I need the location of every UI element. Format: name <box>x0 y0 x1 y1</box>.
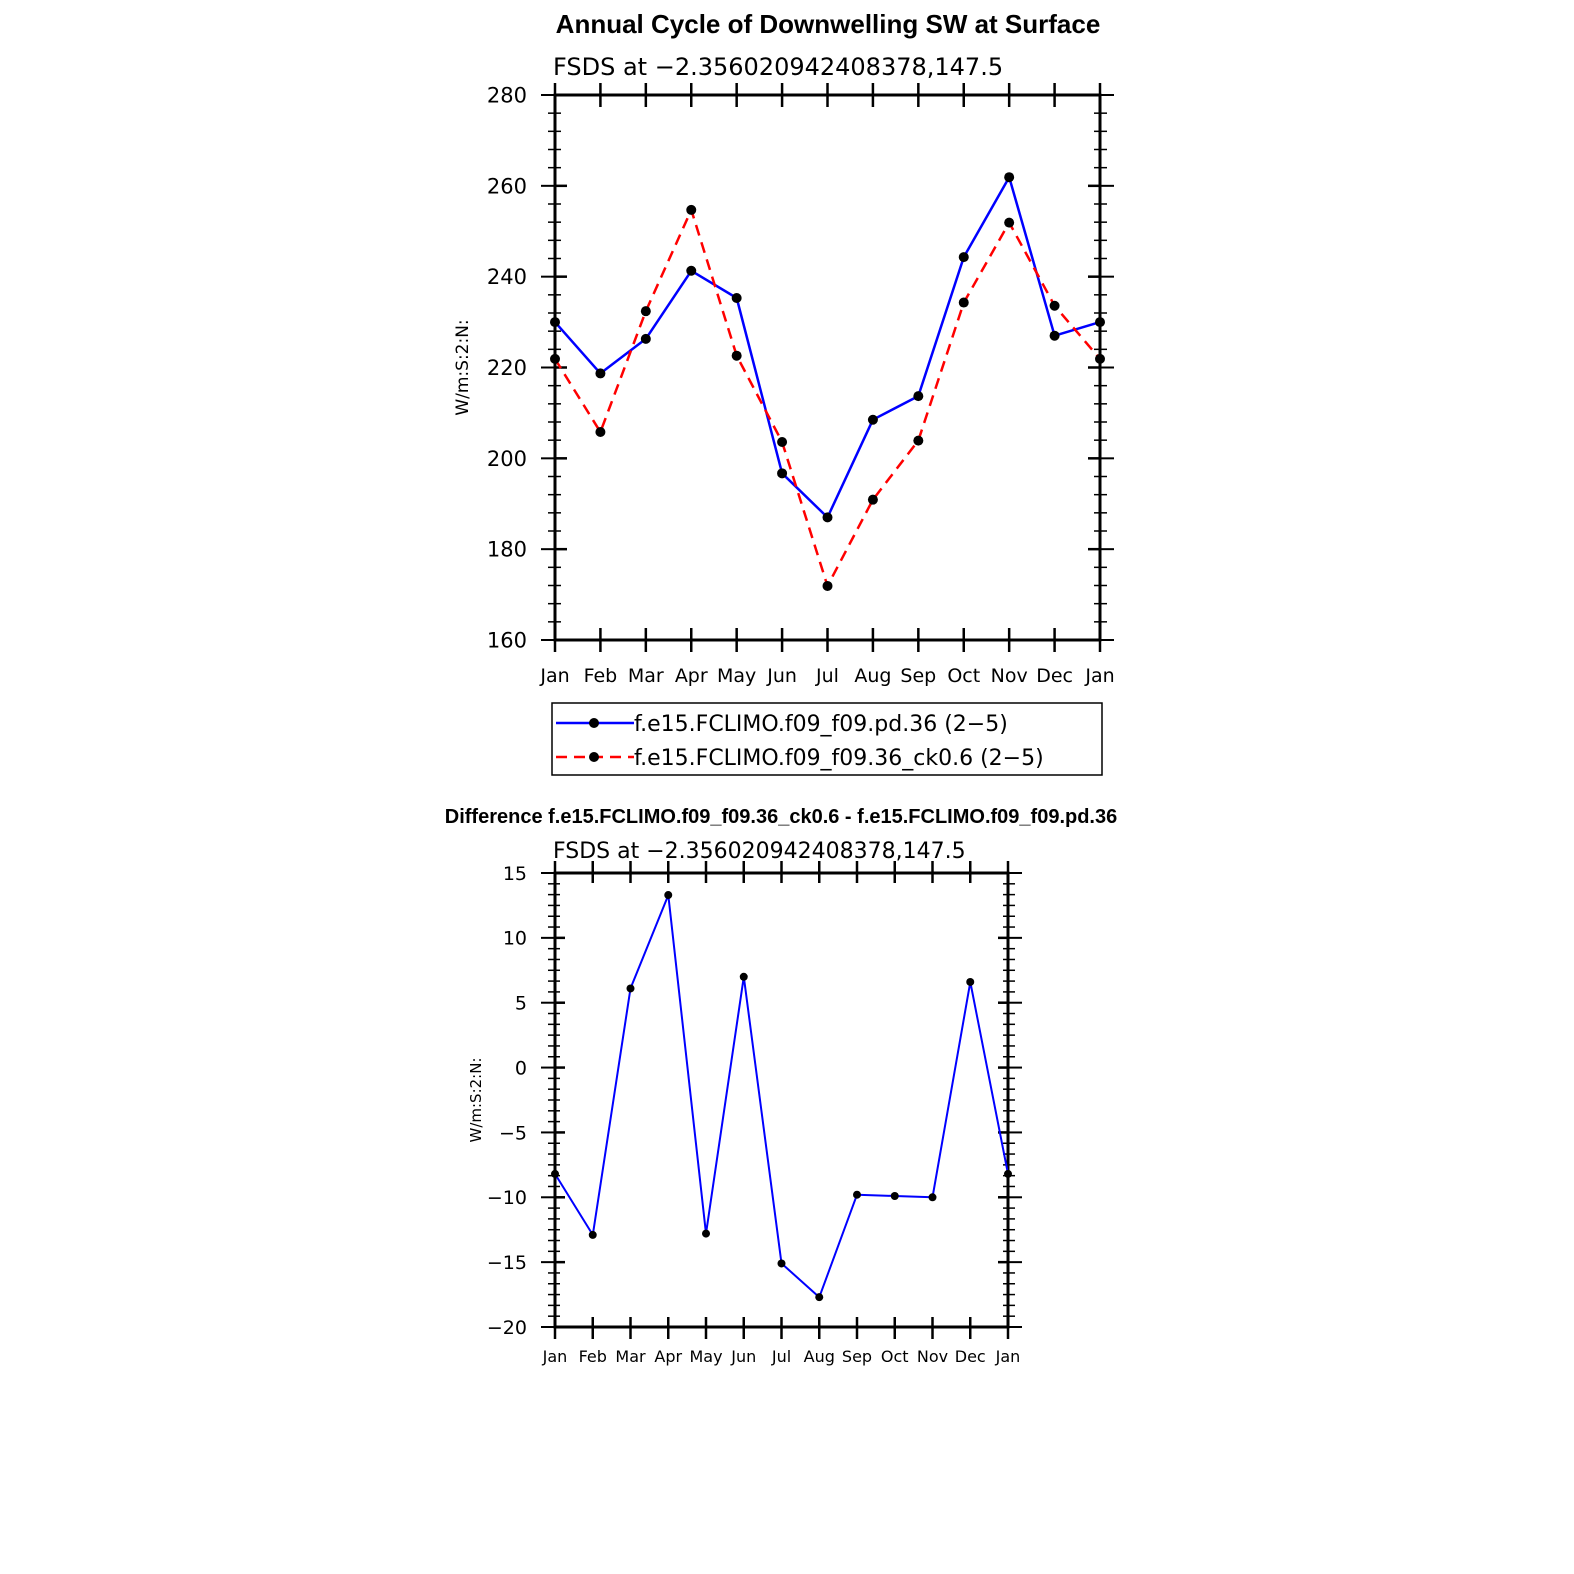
y-tick-label: 15 <box>503 863 527 885</box>
annual-cycle-chart: Annual Cycle of Downwelling SW at Surfac… <box>453 9 1115 776</box>
data-point <box>913 391 924 402</box>
x-tick-label: Apr <box>675 665 708 687</box>
data-point <box>686 204 697 215</box>
y-tick-label: −15 <box>487 1252 527 1274</box>
data-point <box>664 891 673 900</box>
data-point <box>686 265 697 276</box>
x-tick-label: Feb <box>579 1347 607 1366</box>
x-tick-label: Aug <box>854 665 891 687</box>
data-point <box>958 252 969 263</box>
data-point <box>588 1230 597 1239</box>
x-tick-label: May <box>717 665 756 687</box>
data-point <box>913 435 924 446</box>
plot-frame <box>553 871 1010 1329</box>
data-point <box>958 297 969 308</box>
legend-marker-0 <box>589 718 599 728</box>
x-tick-label: Jul <box>771 1347 791 1366</box>
data-point <box>1095 353 1105 364</box>
x-tick-label: Sep <box>900 665 936 687</box>
y-tick-label: 180 <box>487 538 527 562</box>
data-point <box>777 468 788 479</box>
data-point <box>1004 217 1015 228</box>
x-tick-label: Sep <box>842 1347 872 1366</box>
data-point <box>731 293 742 304</box>
chart-subtitle: FSDS at −2.356020942408378,147.5 <box>553 53 1003 81</box>
y-tick-label: 260 <box>487 174 527 198</box>
legend-label-1: f.e15.FCLIMO.f09_f09.36_ck0.6 (2−5) <box>634 746 1044 771</box>
plot-frame <box>553 93 1102 642</box>
data-point <box>777 1259 786 1268</box>
data-point <box>739 972 748 981</box>
x-tick-label: Aug <box>804 1347 835 1366</box>
x-tick-label: Jun <box>766 665 797 687</box>
series-line-0 <box>554 175 1101 519</box>
data-point <box>822 580 833 591</box>
data-point <box>928 1193 937 1202</box>
data-point <box>890 1191 899 1200</box>
x-tick-label: Jan <box>995 1347 1021 1366</box>
data-point <box>1004 1169 1012 1178</box>
x-tick-label: May <box>689 1347 722 1366</box>
y-axis-label: W/m:S:2:N: <box>467 1058 485 1143</box>
y-tick-label: 10 <box>503 928 527 950</box>
difference-chart: Difference f.e15.FCLIMO.f09_f09.36_ck0.6… <box>445 806 1117 1366</box>
legend-marker-1 <box>589 752 599 762</box>
data-point <box>640 333 651 344</box>
data-point <box>702 1229 710 1238</box>
data-point <box>1049 330 1060 341</box>
data-point <box>777 436 788 447</box>
data-point <box>1049 300 1060 311</box>
x-tick-label: Jan <box>539 665 569 687</box>
data-point <box>853 1190 861 1199</box>
series-line-1 <box>553 208 1101 588</box>
y-tick-label: −20 <box>487 1317 527 1339</box>
y-tick-label: 200 <box>487 447 527 471</box>
data-point <box>1004 172 1015 183</box>
x-tick-label: Mar <box>628 665 664 687</box>
x-tick-label: Oct <box>947 665 980 687</box>
legend-box <box>551 702 1103 776</box>
x-tick-label: Oct <box>881 1347 909 1366</box>
y-tick-label: 0 <box>515 1057 527 1079</box>
x-tick-label: Dec <box>955 1347 986 1366</box>
data-point <box>966 977 975 986</box>
data-point <box>551 1169 559 1178</box>
chart-title: Annual Cycle of Downwelling SW at Surfac… <box>556 9 1101 39</box>
data-point <box>731 350 742 361</box>
x-tick-label: Apr <box>654 1347 682 1366</box>
x-tick-label: Feb <box>584 665 618 687</box>
x-tick-label: Jan <box>542 1347 568 1366</box>
data-point <box>640 306 651 317</box>
x-tick-label: Nov <box>991 665 1028 687</box>
data-point <box>550 317 560 328</box>
data-point <box>626 984 635 993</box>
data-point <box>867 494 878 505</box>
x-tick-label: Jan <box>1084 665 1114 687</box>
y-tick-label: 160 <box>487 629 527 653</box>
y-axis-label: W/m:S:2:N: <box>453 319 473 415</box>
x-tick-label: Jun <box>730 1347 756 1366</box>
series-line-0 <box>554 894 1009 1299</box>
x-tick-label: Mar <box>615 1347 646 1366</box>
x-tick-label: Jul <box>815 665 839 687</box>
data-point <box>867 414 878 425</box>
data-point <box>1095 317 1105 328</box>
y-tick-label: 220 <box>487 356 527 380</box>
y-tick-label: −5 <box>499 1122 527 1144</box>
x-tick-label: Nov <box>917 1347 948 1366</box>
data-point <box>595 368 606 379</box>
data-point <box>815 1293 824 1302</box>
x-tick-label: Dec <box>1036 665 1073 687</box>
y-tick-label: 240 <box>487 265 527 289</box>
chart-title: Difference f.e15.FCLIMO.f09_f09.36_ck0.6… <box>445 806 1117 828</box>
data-point <box>822 512 833 523</box>
legend-label-0: f.e15.FCLIMO.f09_f09.pd.36 (2−5) <box>634 712 1008 737</box>
data-point <box>550 353 560 364</box>
y-tick-label: 280 <box>487 84 527 108</box>
y-tick-label: 5 <box>515 993 527 1015</box>
chart-subtitle: FSDS at −2.356020942408378,147.5 <box>553 839 966 864</box>
data-point <box>595 426 606 437</box>
y-tick-label: −10 <box>487 1187 527 1209</box>
